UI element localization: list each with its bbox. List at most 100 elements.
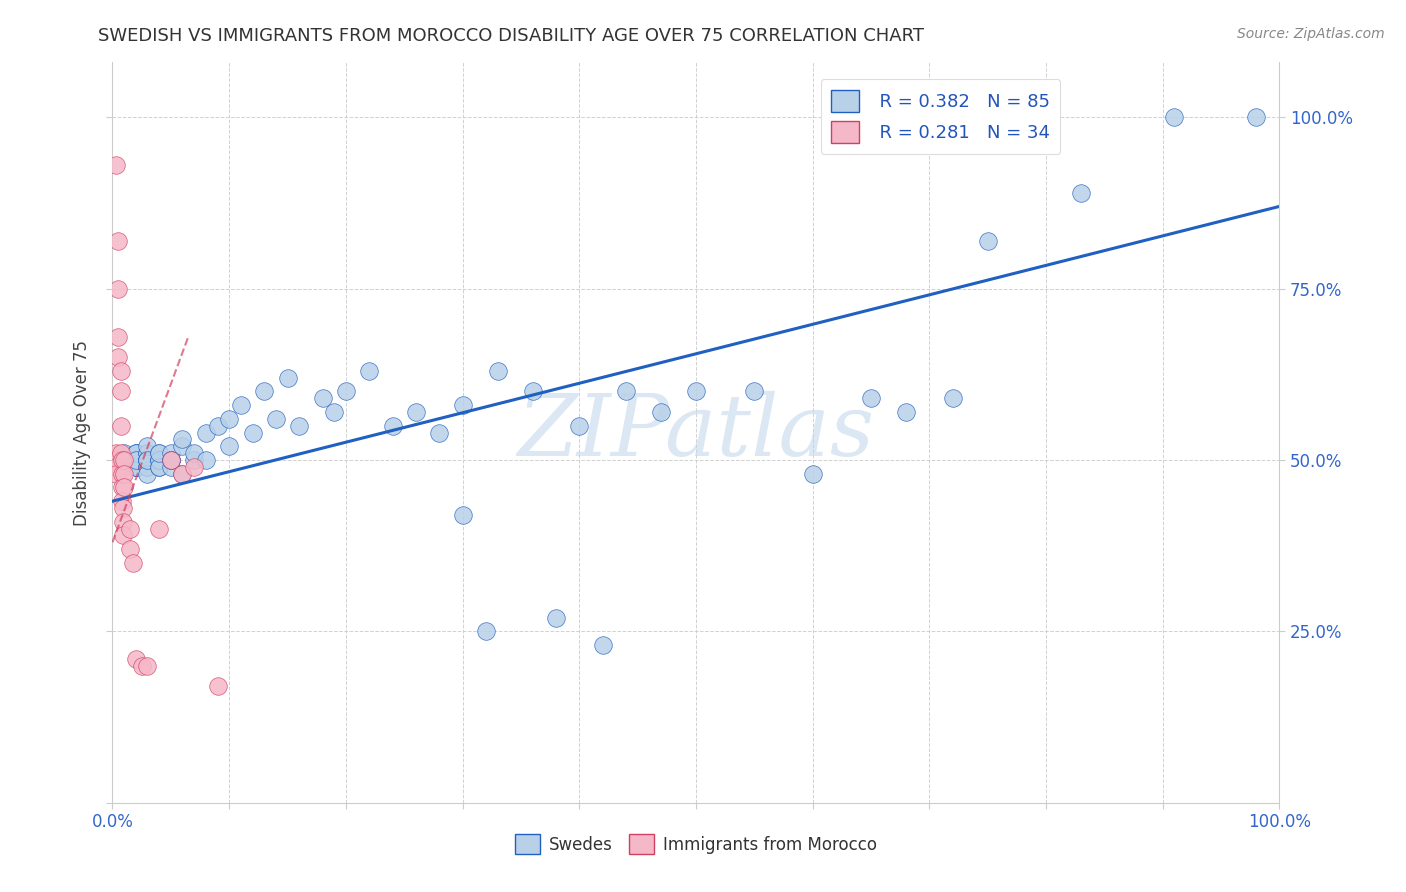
Point [136,453,159,467]
Point [125,446,148,460]
Point [104,467,127,481]
Point [111,494,134,508]
Point [160,453,183,467]
Y-axis label: Disability Age Over 75: Disability Age Over 75 [73,340,91,525]
Point [112,453,135,467]
Point [405,405,427,419]
Point [172,467,194,481]
Point [112,459,135,474]
Point [183,453,205,467]
Point [172,433,194,447]
Point [107,234,129,248]
Point [614,384,637,399]
Point [160,453,183,467]
Point [131,658,153,673]
Point [335,384,357,399]
Point [136,446,159,460]
Point [136,459,159,474]
Point [136,453,159,467]
Point [111,453,134,467]
Point [522,384,544,399]
Point [160,453,183,467]
Point [112,446,135,460]
Point [107,350,129,364]
Point [860,392,883,406]
Point [218,412,240,426]
Point [148,446,170,460]
Point [568,418,591,433]
Point [104,446,127,460]
Point [112,453,135,467]
Point [136,439,159,453]
Point [136,658,159,673]
Point [160,459,183,474]
Point [136,453,159,467]
Point [148,446,170,460]
Point [112,453,135,467]
Point [427,425,450,440]
Point [475,624,498,639]
Point [118,522,141,536]
Point [111,501,134,516]
Point [160,453,183,467]
Point [136,453,159,467]
Point [451,508,474,522]
Point [110,364,132,378]
Text: SWEDISH VS IMMIGRANTS FROM MOROCCO DISABILITY AGE OVER 75 CORRELATION CHART: SWEDISH VS IMMIGRANTS FROM MOROCCO DISAB… [98,27,924,45]
Point [112,453,135,467]
Point [253,384,276,399]
Point [486,364,509,378]
Point [183,459,205,474]
Point [148,522,170,536]
Point [323,405,346,419]
Point [125,459,148,474]
Point [276,371,298,385]
Point [451,398,474,412]
Point [381,418,404,433]
Point [194,425,217,440]
Point [112,480,135,494]
Point [125,446,148,460]
Point [111,528,134,542]
Point [125,459,148,474]
Point [744,384,766,399]
Point [110,418,132,433]
Point [136,446,159,460]
Point [1244,110,1267,124]
Point [136,453,159,467]
Point [104,158,127,172]
Point [218,439,240,453]
Point [111,480,134,494]
Point [122,556,145,570]
Point [125,652,148,666]
Point [288,418,311,433]
Point [160,453,183,467]
Point [125,459,148,474]
Point [125,453,148,467]
Point [650,405,672,419]
Point [136,467,159,481]
Point [148,459,170,474]
Point [125,446,148,460]
Point [112,453,135,467]
Point [229,398,252,412]
Point [311,392,333,406]
Point [112,467,135,481]
Point [110,384,132,399]
Point [942,392,965,406]
Point [136,459,159,474]
Point [172,467,194,481]
Point [148,459,170,474]
Point [104,459,127,474]
Text: ZIPatlas: ZIPatlas [517,392,875,474]
Point [110,446,132,460]
Point [125,453,148,467]
Point [801,467,824,481]
Point [894,405,917,419]
Point [194,453,217,467]
Point [160,446,183,460]
Point [183,446,205,460]
Point [148,453,170,467]
Point [125,453,148,467]
Point [107,282,129,296]
